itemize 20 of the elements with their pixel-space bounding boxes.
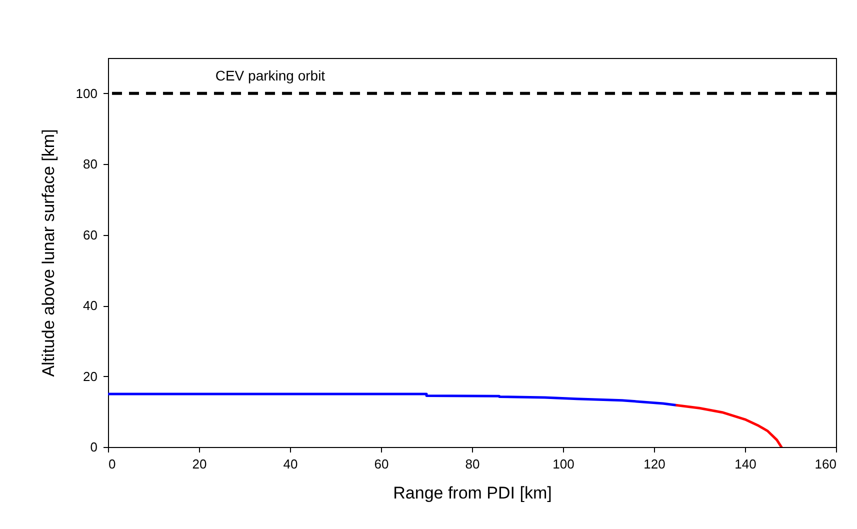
x-tick-label: 40 <box>283 456 298 472</box>
y-tick-label: 80 <box>83 156 98 172</box>
x-tick-label: 0 <box>108 456 116 472</box>
y-axis-title: Altitude above lunar surface [km] <box>38 129 58 377</box>
x-tick-label: 140 <box>734 456 756 472</box>
line-series <box>676 404 783 447</box>
ref-line-label: CEV parking orbit <box>215 67 326 84</box>
x-tick-label: 80 <box>465 456 480 472</box>
line-series <box>108 392 678 407</box>
x-tick-label: 100 <box>552 456 574 472</box>
x-tick-label: 60 <box>374 456 389 472</box>
y-tick-label: 0 <box>90 440 98 454</box>
y-tick-label: 40 <box>83 298 98 314</box>
x-tick-label: 160 <box>814 456 836 472</box>
x-tick-label: 20 <box>192 456 207 472</box>
x-axis-title: Range from PDI [km] <box>393 484 552 502</box>
x-tick-label: 120 <box>644 456 666 472</box>
y-tick-label: 60 <box>83 227 98 242</box>
y-tick-label: 100 <box>76 86 98 101</box>
y-tick-label: 20 <box>83 368 98 384</box>
